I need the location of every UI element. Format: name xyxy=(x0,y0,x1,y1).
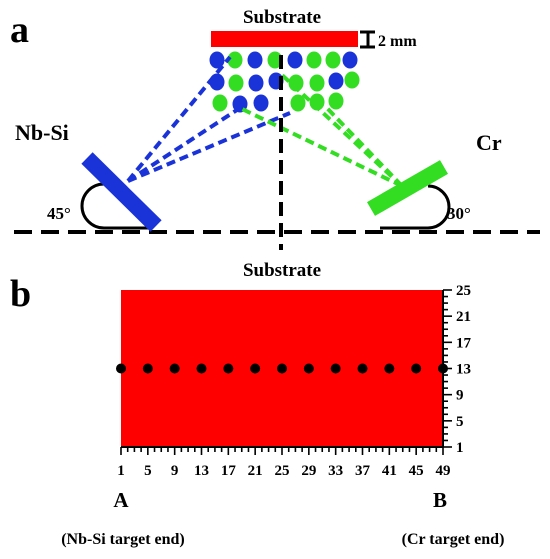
cr-particle xyxy=(344,71,360,89)
measurement-point xyxy=(169,363,180,374)
measurement-point xyxy=(250,363,261,374)
y-tick-label: 13 xyxy=(456,362,471,378)
measurement-point xyxy=(330,363,341,374)
nbsi-particle xyxy=(342,51,358,69)
y-tick-label: 1 xyxy=(456,440,464,456)
y-tick-label: 9 xyxy=(456,388,464,404)
x-axis-ticks xyxy=(120,447,444,455)
nbsi-particle xyxy=(287,51,303,69)
x-tick-label: 17 xyxy=(221,463,237,479)
nbsi-particle xyxy=(209,51,225,69)
vapor-particles xyxy=(209,51,360,113)
cr-particle xyxy=(309,74,325,92)
panel-b: b Substrate 1 5 9 13 17 21 25 29 33 37 41 45 49 25 21… xyxy=(10,260,504,548)
end-b-label: B xyxy=(433,488,447,512)
measurement-point xyxy=(116,363,126,374)
nbsi-particle xyxy=(328,72,344,90)
nbsi-flux-lines xyxy=(126,55,291,183)
nbsi-label: Nb-Si xyxy=(15,120,69,145)
nbsi-target xyxy=(81,152,162,232)
x-tick-label: 25 xyxy=(275,463,290,479)
end-a-label: A xyxy=(113,488,129,512)
thickness-label: 2 mm xyxy=(378,33,417,50)
measurement-point xyxy=(411,363,422,374)
y-tick-label: 17 xyxy=(456,335,472,351)
x-tick-label: 29 xyxy=(301,463,316,479)
cr-particle xyxy=(290,94,306,112)
nbsi-particle xyxy=(248,74,264,92)
y-tick-label: 21 xyxy=(456,309,471,325)
x-tick-label: 9 xyxy=(171,463,179,479)
nbsi-particle xyxy=(253,94,269,112)
x-tick-label: 33 xyxy=(328,463,343,479)
substrate-label-b: Substrate xyxy=(243,260,321,281)
x-tick-label: 5 xyxy=(144,463,152,479)
measurement-point xyxy=(196,363,207,374)
measurement-point xyxy=(384,363,395,374)
cr-label: Cr xyxy=(476,130,502,155)
cr-particle xyxy=(328,92,344,110)
y-axis-tick-labels: 25 21 17 13 9 5 1 xyxy=(456,283,472,456)
panel-a: a Substrate 2 mm xyxy=(10,7,540,250)
cr-particle xyxy=(325,51,341,69)
measurement-point xyxy=(142,363,153,374)
cr-particle xyxy=(306,51,322,69)
cr-particle xyxy=(288,74,304,92)
nbsi-angle-label: 45° xyxy=(47,204,71,223)
cr-particle xyxy=(212,94,228,112)
cr-angle-arc xyxy=(427,184,451,230)
end-b-caption: (Cr target end) xyxy=(402,531,505,548)
panel-a-letter: a xyxy=(10,9,29,51)
x-tick-label: 1 xyxy=(117,463,125,479)
end-a-caption: (Nb-Si target end) xyxy=(61,531,185,548)
panel-b-letter: b xyxy=(10,273,31,315)
y-tick-label: 5 xyxy=(456,414,464,430)
measurement-points xyxy=(116,363,448,374)
x-tick-label: 45 xyxy=(409,463,424,479)
substrate-bar xyxy=(211,31,358,47)
measurement-point xyxy=(303,363,314,374)
thickness-bracket xyxy=(360,30,375,49)
cr-angle-label: 30° xyxy=(447,204,471,223)
nbsi-particle xyxy=(247,51,263,69)
cr-particle xyxy=(228,74,244,92)
cr-flux-lines xyxy=(239,73,404,188)
y-tick-label: 25 xyxy=(456,283,471,299)
measurement-point xyxy=(438,363,448,374)
x-tick-label: 49 xyxy=(436,463,451,479)
measurement-point xyxy=(277,363,287,374)
x-tick-label: 41 xyxy=(382,463,397,479)
x-axis-tick-labels: 1 5 9 13 17 21 25 29 33 37 41 45 49 xyxy=(117,463,450,479)
cr-particle xyxy=(227,51,243,69)
cr-particle xyxy=(267,51,283,69)
x-tick-label: 21 xyxy=(248,463,263,479)
measurement-point xyxy=(223,363,234,374)
measurement-point xyxy=(357,363,368,374)
y-axis-ticks xyxy=(443,289,452,448)
nbsi-angle-arc xyxy=(80,182,105,230)
cr-target xyxy=(367,160,448,216)
substrate-label-a: Substrate xyxy=(243,7,321,28)
x-tick-label: 13 xyxy=(194,463,209,479)
x-tick-label: 37 xyxy=(355,463,371,479)
